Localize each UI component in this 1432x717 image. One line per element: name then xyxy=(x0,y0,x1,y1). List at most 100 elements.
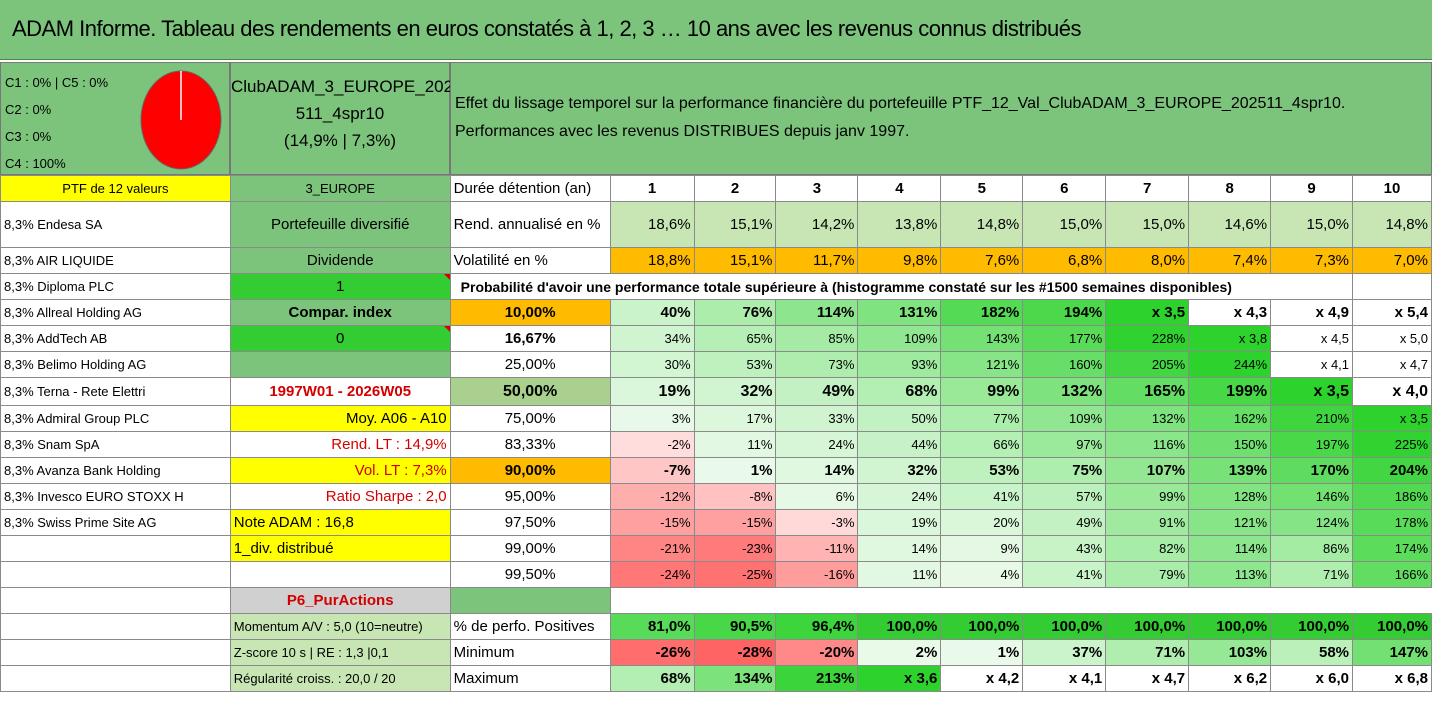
probability-title: Probabilité d'avoir une performance tota… xyxy=(449,273,1354,300)
empty-cell xyxy=(1352,273,1432,300)
empty-cell xyxy=(449,587,611,614)
year-header: 10 xyxy=(1352,175,1432,202)
performance-table-body: PTF de 12 valeurs 3_EUROPE Durée détention… xyxy=(0,175,1432,692)
maximum-value: 68% xyxy=(609,665,695,692)
probability-value: 199% xyxy=(1188,377,1272,406)
probability-value: x 4,7 xyxy=(1352,351,1432,378)
probability-value: 99% xyxy=(1105,483,1190,510)
probability-value: 9% xyxy=(940,535,1024,562)
maximum-value: x 4,7 xyxy=(1105,665,1190,692)
probability-value: 121% xyxy=(940,351,1024,378)
probability-value: -25% xyxy=(693,561,777,588)
empty-cell xyxy=(610,588,1431,614)
holding-row: 8,3% Swiss Prime Site AG xyxy=(0,509,231,536)
probability-value: 14% xyxy=(857,535,942,562)
probability-value: -24% xyxy=(609,561,695,588)
positive-performance-value: 100,0% xyxy=(940,613,1024,640)
probability-value: 91% xyxy=(1105,509,1190,536)
probability-value: 49% xyxy=(1022,509,1107,536)
probability-value: -21% xyxy=(609,535,695,562)
probability-value: -11% xyxy=(775,535,859,562)
annualized-return-value: 13,8% xyxy=(857,201,942,248)
probability-value: 132% xyxy=(1105,405,1190,432)
probability-value: 32% xyxy=(857,457,942,484)
probability-value: x 3,5 xyxy=(1270,377,1354,406)
dividend-label: Dividende xyxy=(229,247,451,274)
maximum-value: x 3,6 xyxy=(857,665,942,692)
probability-value: 166% xyxy=(1352,561,1432,588)
description-line2: Performances avec les revenus DISTRIBUES… xyxy=(455,123,910,140)
probability-row: 8,3% AddTech AB 0 16,67% 34% 65% 85% 109% 143% 1… xyxy=(0,325,1432,352)
probability-value: 11% xyxy=(857,561,942,588)
probability-value: 86% xyxy=(1270,535,1354,562)
long-term-volatility: Vol. LT : 7,3% xyxy=(229,457,451,484)
maximum-value: 134% xyxy=(693,665,777,692)
portfolio-name-line1: ClubADAM_3_EUROPE_202 xyxy=(231,77,454,96)
empty-cell xyxy=(0,535,231,562)
probability-value: 75% xyxy=(1022,457,1107,484)
annualized-return-value: 14,8% xyxy=(1352,201,1432,248)
period-label: 1997W01 - 2026W05 xyxy=(229,377,451,406)
index-comparison-toggle[interactable]: 0 xyxy=(229,325,451,352)
year-header: 8 xyxy=(1188,175,1272,202)
holding-row: 8,3% Invesco EURO STOXX H xyxy=(0,483,231,510)
minimum-value: 1% xyxy=(940,639,1024,666)
probability-value: x 4,1 xyxy=(1270,351,1354,378)
portfolio-size-label: PTF de 12 valeurs xyxy=(0,175,231,202)
holding-row: 8,3% Snam SpA xyxy=(0,431,231,458)
probability-row: 8,3% Admiral Group PLC Moy. A06 - A10 75,0… xyxy=(0,405,1432,432)
minimum-label: Minimum xyxy=(449,639,611,666)
probability-value: 139% xyxy=(1188,457,1272,484)
probability-value: x 4,0 xyxy=(1352,377,1432,406)
regularity-label: Régularité croiss. : 20,0 / 20 xyxy=(229,665,451,692)
minimum-value: -20% xyxy=(775,639,859,666)
probability-value: 114% xyxy=(775,299,859,326)
probability-value: 34% xyxy=(609,325,695,352)
legend-c4: C4 : 100% xyxy=(5,156,66,171)
year-header: 9 xyxy=(1270,175,1354,202)
zone-label: 3_EUROPE xyxy=(229,175,451,202)
holding-row: 8,3% Admiral Group PLC xyxy=(0,405,231,432)
probability-value: 109% xyxy=(857,325,942,352)
probability-value: x 3,5 xyxy=(1352,405,1432,432)
probability-value: -23% xyxy=(693,535,777,562)
probability-value: 186% xyxy=(1352,483,1432,510)
volatility-value: 7,3% xyxy=(1270,247,1354,274)
probability-value: 4% xyxy=(940,561,1024,588)
annualized-return-label: Rend. annualisé en % xyxy=(449,201,611,248)
probability-value: 182% xyxy=(940,299,1024,326)
empty-cell xyxy=(0,665,231,692)
probability-value: 24% xyxy=(775,431,859,458)
probability-threshold: 99,50% xyxy=(449,561,611,588)
probability-value: 50% xyxy=(857,405,942,432)
probability-value: x 4,9 xyxy=(1270,299,1354,326)
holding-row: 8,3% Belimo Holding AG xyxy=(0,351,231,378)
holding-row: 8,3% Allreal Holding AG xyxy=(0,299,231,326)
annualized-return-row: 8,3% Endesa SA Portefeuille diversifié Ren… xyxy=(0,201,1432,248)
portfolio-name-panel: ClubADAM_3_EUROPE_202 511_4spr10 (14,9% … xyxy=(230,62,454,175)
probability-value: 99% xyxy=(940,377,1024,406)
probability-value: 128% xyxy=(1188,483,1272,510)
probability-value: 14% xyxy=(775,457,859,484)
year-header: 2 xyxy=(693,175,777,202)
probability-value: 53% xyxy=(940,457,1024,484)
probability-value: -3% xyxy=(775,509,859,536)
year-header: 1 xyxy=(609,175,695,202)
minimum-value: 147% xyxy=(1352,639,1432,666)
legend-c2: C2 : 0% xyxy=(5,102,52,117)
probability-value: 165% xyxy=(1105,377,1190,406)
maximum-row: Régularité croiss. : 20,0 / 20 Maximum 68%… xyxy=(0,665,1432,692)
report-title-bar: ADAM Informe. Tableau des rendements en … xyxy=(0,0,1432,60)
maximum-value: 213% xyxy=(775,665,859,692)
probability-value: -2% xyxy=(609,431,695,458)
probability-value: x 5,4 xyxy=(1352,299,1432,326)
probability-value: 24% xyxy=(857,483,942,510)
probability-value: 228% xyxy=(1105,325,1190,352)
year-header: 3 xyxy=(775,175,859,202)
probability-value: x 4,3 xyxy=(1188,299,1272,326)
probability-value: 131% xyxy=(857,299,942,326)
probability-value: 82% xyxy=(1105,535,1190,562)
positive-performance-value: 100,0% xyxy=(1352,613,1432,640)
probability-value: 177% xyxy=(1022,325,1107,352)
dividend-toggle[interactable]: 1 xyxy=(229,273,451,300)
